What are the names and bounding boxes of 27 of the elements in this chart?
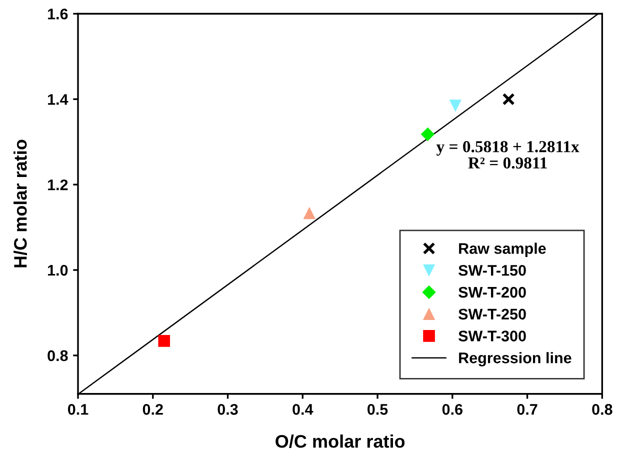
legend-label: SW-T-300: [458, 330, 526, 342]
y-tick-label: 1.4: [48, 94, 68, 105]
legend-label: SW-T-250: [458, 308, 526, 320]
x-tick-label: 0.5: [368, 404, 388, 415]
y-axis-title: H/C molar ratio: [14, 140, 27, 268]
legend-label: SW-T-200: [458, 286, 526, 298]
point: [420, 127, 434, 141]
legend-label: Raw sample: [459, 242, 546, 257]
y-tick-label: 1.2: [48, 179, 68, 190]
point: [502, 92, 515, 106]
y-tick-label: 1.0: [48, 264, 68, 276]
x-tick-label: 0.8: [592, 404, 612, 415]
y-tick-label: 0.8: [48, 350, 68, 362]
point: [303, 207, 316, 220]
y-tick-label: 1.6: [48, 8, 68, 20]
legend-label: SW-T-150: [458, 264, 526, 276]
x-tick-label: 0.2: [142, 404, 163, 415]
legend-label: Regression line: [459, 352, 572, 366]
point: [158, 335, 170, 347]
point: [449, 100, 462, 112]
x-axis-title: O/C molar ratio: [276, 434, 405, 448]
x-tick-label: 0.1: [68, 404, 88, 415]
x-tick-label: 0.3: [218, 404, 238, 415]
x-tick-label: 0.6: [442, 404, 462, 415]
x-tick-label: 0.4: [292, 404, 314, 415]
x-tick-label: 0.7: [517, 404, 538, 415]
annotation: y = 0.5818 + 1.2811x R² = 0.9811: [436, 141, 580, 169]
